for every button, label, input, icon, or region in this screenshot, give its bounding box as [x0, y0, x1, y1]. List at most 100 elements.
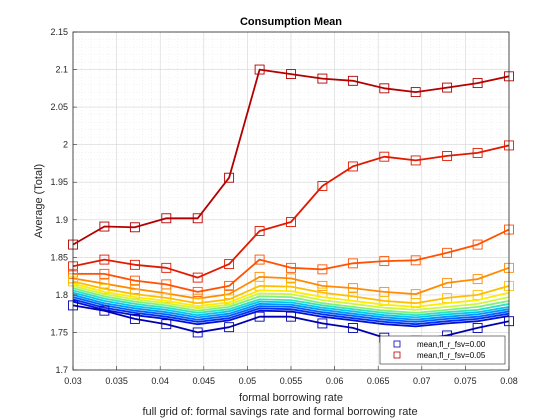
series-line-7: [72, 285, 510, 311]
x-axis-label: formal borrowing rate: [239, 392, 343, 404]
data-point: [472, 78, 483, 89]
data-point: [347, 322, 358, 333]
data-point: [129, 275, 140, 286]
y-tick-label: 1.75: [50, 327, 68, 337]
data-point: [317, 264, 328, 275]
data-point: [379, 151, 390, 162]
series-line-12: [72, 296, 510, 323]
data-point: [129, 259, 140, 270]
series-layer: [68, 64, 514, 346]
data-point: [99, 268, 110, 279]
series-line-2: [72, 144, 510, 279]
series-11: [72, 294, 510, 321]
y-tick-label: 2: [63, 140, 68, 150]
series-line-1: [72, 68, 510, 246]
x-tick-label: 0.055: [280, 376, 303, 386]
y-tick-label: 2.1: [55, 65, 68, 75]
series-8: [72, 287, 510, 314]
data-point: [347, 161, 358, 172]
data-point: [347, 258, 358, 269]
data-point: [379, 256, 390, 267]
legend-label-series-1: mean,fl_r_fsv=0.00: [417, 340, 486, 349]
data-point: [224, 280, 235, 291]
series-line-6: [72, 282, 510, 308]
x-tick-label: 0.03: [64, 376, 82, 386]
x-tick-label: 0.08: [500, 376, 518, 386]
data-point: [129, 313, 140, 324]
y-tick-label: 1.9: [55, 215, 68, 225]
data-point: [99, 254, 110, 265]
series-10: [72, 291, 510, 319]
x-tick-label: 0.07: [413, 376, 431, 386]
x-tick-label: 0.04: [151, 376, 169, 386]
data-point: [442, 150, 453, 161]
series-line-9: [72, 289, 510, 317]
data-point: [254, 64, 265, 75]
data-point: [442, 277, 453, 288]
series-7: [72, 285, 510, 311]
data-point: [347, 75, 358, 86]
data-point: [286, 217, 296, 227]
data-point: [286, 69, 296, 80]
y-tick-label: 1.85: [50, 252, 68, 262]
data-point: [161, 262, 172, 273]
x-tick-label: 0.045: [193, 376, 216, 386]
figure-caption: full grid of: formal savings rate and fo…: [142, 406, 417, 418]
x-tick-label: 0.035: [105, 376, 128, 386]
data-point: [224, 259, 235, 270]
y-tick-label: 2.15: [50, 27, 68, 37]
series-line-8: [72, 287, 510, 314]
data-point: [472, 322, 483, 333]
data-point: [317, 181, 328, 191]
series-2: [68, 140, 514, 283]
data-point: [410, 87, 421, 98]
series-5: [68, 276, 514, 309]
data-point: [472, 274, 483, 285]
data-point: [129, 222, 140, 233]
series-3: [68, 224, 514, 297]
legend-box: [379, 335, 506, 365]
x-tick-label: 0.06: [326, 376, 344, 386]
legend: mean,fl_r_fsv=0.00 mean,fl_r_fsv=0.05: [379, 335, 506, 365]
data-point: [192, 272, 203, 283]
series-line-4: [72, 266, 510, 300]
data-point: [472, 147, 483, 158]
y-axis-label: Average (Total): [33, 164, 45, 238]
data-point: [410, 155, 421, 166]
series-6: [72, 282, 510, 308]
data-point: [224, 322, 235, 333]
y-tick-label: 2.05: [50, 102, 68, 112]
series-line-11: [72, 294, 510, 321]
x-tick-label: 0.075: [454, 376, 477, 386]
data-point: [286, 262, 296, 273]
ticks: 0.03 0.035 0.04 0.045 0.05 0.055 0.06 0.065 0.07…: [50, 27, 517, 386]
series-line-5: [72, 280, 510, 305]
x-tick-label: 0.065: [367, 376, 390, 386]
data-point: [254, 311, 265, 322]
legend-marker-series-2: [393, 351, 401, 359]
data-point: [317, 318, 328, 329]
y-tick-label: 1.95: [50, 177, 68, 187]
data-point: [286, 311, 296, 322]
data-point: [224, 172, 235, 183]
series-12: [72, 296, 510, 323]
data-point: [254, 226, 265, 236]
data-point: [410, 255, 421, 266]
legend-label-series-2: mean,fl_r_fsv=0.05: [417, 351, 486, 360]
legend-marker-series-1: [393, 340, 401, 348]
series-line-13: [72, 298, 510, 326]
data-point: [317, 280, 328, 291]
data-point: [317, 73, 328, 84]
x-tick-label: 0.05: [239, 376, 257, 386]
data-point: [192, 213, 203, 224]
data-point: [161, 319, 172, 330]
data-point: [99, 221, 110, 232]
series-line-3: [73, 228, 510, 293]
data-point: [192, 286, 203, 297]
series-line-14: [72, 300, 510, 328]
data-point: [161, 213, 172, 224]
data-point: [286, 273, 296, 284]
data-point: [379, 83, 390, 94]
data-point: [442, 82, 453, 93]
